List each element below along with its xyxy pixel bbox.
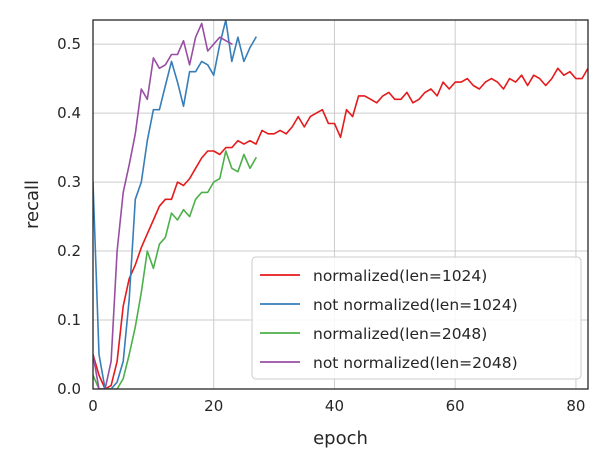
y-tick-label: 0.5 [57,35,81,53]
x-axis-label: epoch [313,428,368,449]
x-tick-label: 80 [566,397,585,415]
x-tick-label: 60 [446,397,465,415]
y-axis-label: recall [22,180,43,229]
tick-labels: 0 20 40 60 80 0.0 0.1 0.2 0.3 0.4 0.5 [57,35,585,415]
y-tick-label: 0.2 [57,242,81,260]
y-tick-label: 0.4 [57,104,81,122]
y-tick-label: 0.3 [57,173,81,191]
y-tick-label: 0.1 [57,311,81,329]
legend-box [251,256,582,380]
x-tick-label: 20 [204,397,223,415]
x-tick-label: 40 [325,397,344,415]
y-tick-label: 0.0 [57,380,81,398]
legend-entry: normalized(len=1024) [313,267,487,285]
series-line-3 [93,150,257,389]
series-line-2 [93,20,257,389]
legend-entry: normalized(len=2048) [313,325,487,343]
series-line-1 [93,67,588,389]
legend-entry: not normalized(len=1024) [313,296,518,314]
legend-entry: not normalized(len=2048) [313,354,518,372]
x-tick-label: 0 [88,397,98,415]
legend: normalized(len=1024) not normalized(len=1… [251,256,582,380]
series-lines [93,20,588,389]
series-line-4 [93,22,233,389]
plot-frame [92,19,589,390]
